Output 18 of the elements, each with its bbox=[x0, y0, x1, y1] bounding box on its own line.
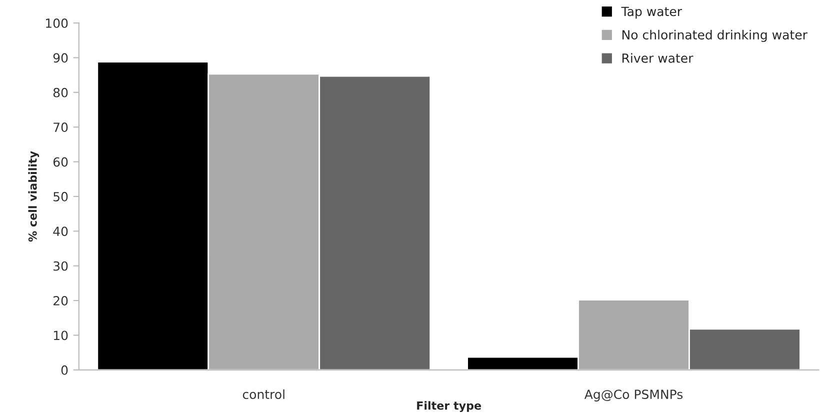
y-tick-label: 30 bbox=[54, 261, 68, 271]
x-tick-label: control bbox=[242, 389, 284, 400]
y-tick-label: 20 bbox=[54, 296, 68, 306]
legend-label: No chlorinated drinking water bbox=[622, 30, 808, 42]
y-tick-label: 80 bbox=[53, 88, 68, 98]
y-tick-label: 50 bbox=[54, 192, 68, 202]
y-tick-label: 40 bbox=[53, 226, 68, 236]
y-tick-label: 70 bbox=[54, 122, 68, 132]
y-axis-title: % cell viability bbox=[28, 151, 40, 242]
y-tick-label: 60 bbox=[53, 157, 68, 167]
x-tick-label: Ag@Co PSMNPs bbox=[584, 390, 683, 402]
x-axis-title: Filter type bbox=[417, 401, 481, 412]
y-tick-label: 90 bbox=[53, 53, 68, 63]
legend-label: Tap water bbox=[621, 6, 682, 19]
y-tick-label: 100 bbox=[46, 18, 68, 28]
y-tick-label: 0 bbox=[61, 365, 68, 375]
y-tick-label: 10 bbox=[54, 330, 68, 340]
legend-label: River water bbox=[622, 53, 694, 63]
